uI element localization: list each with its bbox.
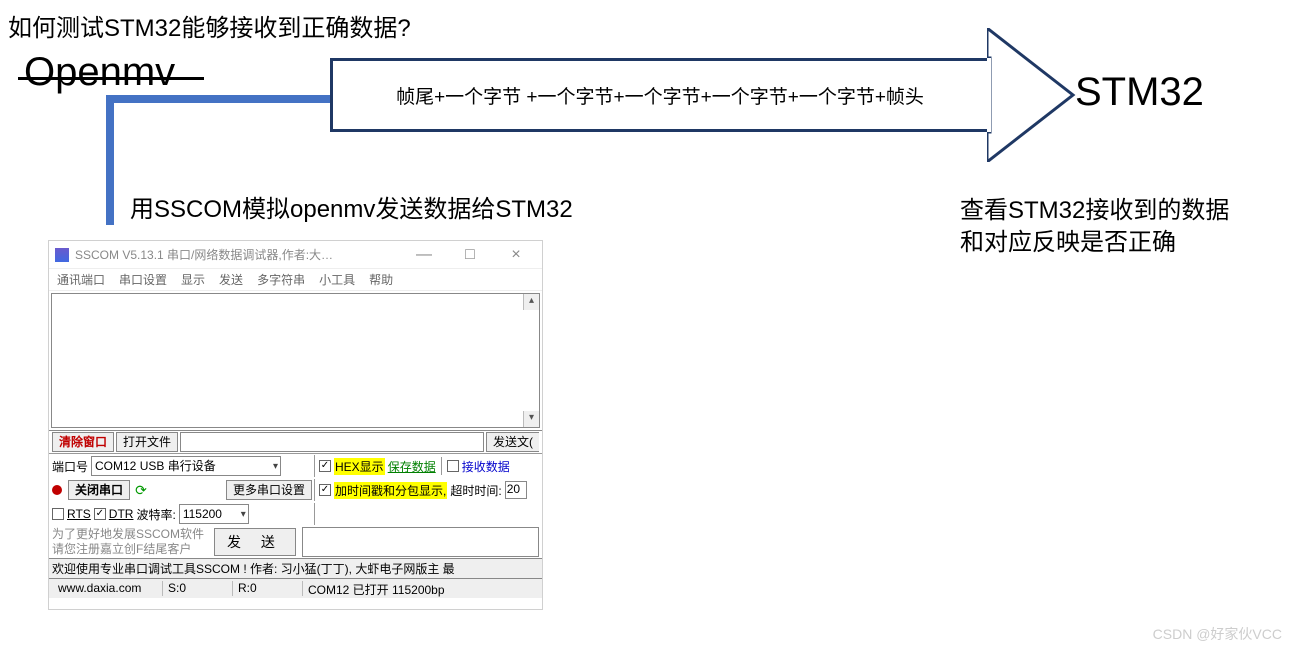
dtr-label: DTR	[109, 507, 134, 521]
right-caption: 查看STM32接收到的数据 和对应反映是否正确	[960, 195, 1229, 260]
timestamp-checkbox[interactable]: ✓	[319, 484, 331, 496]
send-textarea[interactable]	[302, 527, 539, 557]
menu-send[interactable]: 发送	[219, 271, 243, 288]
timeout-input[interactable]: 20	[505, 481, 527, 499]
close-button[interactable]: ×	[496, 246, 536, 264]
minimize-button[interactable]: —	[404, 246, 444, 264]
menu-help[interactable]: 帮助	[369, 271, 393, 288]
sscom-window: SSCOM V5.13.1 串口/网络数据调试器,作者:大… — □ × 通讯端…	[48, 240, 543, 610]
timestamp-label: 加时间戳和分包显示,	[334, 482, 447, 499]
arrow-block: 帧尾+一个字节 +一个字节+一个字节+一个字节+一个字节+帧头	[330, 58, 990, 132]
menu-display[interactable]: 显示	[181, 271, 205, 288]
scroll-up-icon[interactable]: ▴	[523, 294, 539, 310]
arrow-text: 帧尾+一个字节 +一个字节+一个字节+一个字节+一个字节+帧头	[396, 82, 924, 109]
status-sent: S:0	[163, 581, 233, 596]
menu-tools[interactable]: 小工具	[319, 271, 355, 288]
status-com: COM12 已打开 115200bp	[303, 581, 538, 596]
send-button[interactable]: 发 送	[214, 528, 296, 556]
port-status-icon	[52, 485, 62, 495]
status-recv: R:0	[233, 581, 303, 596]
watermark: CSDN @好家伙VCC	[1153, 624, 1282, 644]
receive-textarea[interactable]: ▴ ▾	[51, 293, 540, 428]
send-file-button[interactable]: 发送文(	[486, 432, 539, 452]
save-data-button[interactable]: 保存数据	[388, 458, 436, 475]
port-label: 端口号	[52, 458, 88, 475]
app-icon	[55, 248, 69, 262]
open-file-button[interactable]: 打开文件	[116, 432, 178, 452]
menu-serial[interactable]: 串口设置	[119, 271, 167, 288]
scroll-down-icon[interactable]: ▾	[523, 411, 539, 427]
more-settings-button[interactable]: 更多串口设置	[226, 480, 312, 500]
file-path-input[interactable]	[180, 432, 484, 452]
connector-vertical	[106, 95, 114, 225]
hex-show-label: HEX显示	[334, 458, 385, 475]
hint-line-2: 请您注册嘉立创F结尾客户	[52, 542, 212, 557]
close-port-button[interactable]: 关闭串口	[68, 480, 130, 500]
sscom-caption: 用SSCOM模拟openmv发送数据给STM32	[130, 189, 573, 224]
footer-text: 欢迎使用专业串口调试工具SSCOM ! 作者: 习小猛(丁丁), 大虾电子网版主…	[52, 560, 455, 577]
arrow-head-icon	[987, 28, 1077, 162]
rts-label: RTS	[67, 507, 91, 521]
recv-data-label: 接收数据	[462, 458, 510, 475]
hex-show-checkbox[interactable]: ✓	[319, 460, 331, 472]
menu-comm[interactable]: 通讯端口	[57, 271, 105, 288]
status-site: www.daxia.com	[53, 581, 163, 596]
rts-checkbox[interactable]	[52, 508, 64, 520]
port-select[interactable]: COM12 USB 串行设备	[91, 456, 281, 476]
titlebar: SSCOM V5.13.1 串口/网络数据调试器,作者:大… — □ ×	[49, 241, 542, 269]
clear-window-button[interactable]: 清除窗口	[52, 432, 114, 452]
timeout-label: 超时时间:	[450, 482, 501, 499]
menubar: 通讯端口 串口设置 显示 发送 多字符串 小工具 帮助	[49, 269, 542, 291]
connector-horizontal	[106, 95, 334, 103]
refresh-icon[interactable]: ⟳	[133, 482, 149, 498]
baud-select[interactable]: 115200	[179, 504, 249, 524]
openmv-label: Openmv	[24, 50, 175, 95]
baud-label: 波特率:	[136, 506, 175, 523]
strikethrough-line	[18, 77, 204, 80]
stm32-label: STM32	[1075, 70, 1204, 115]
maximize-button[interactable]: □	[450, 246, 490, 264]
menu-multistr[interactable]: 多字符串	[257, 271, 305, 288]
arrow-body: 帧尾+一个字节 +一个字节+一个字节+一个字节+一个字节+帧头	[330, 58, 990, 132]
hint-line-1: 为了更好地发展SSCOM软件	[52, 527, 212, 542]
recv-data-checkbox[interactable]	[447, 460, 459, 472]
page-title: 如何测试STM32能够接收到正确数据?	[8, 8, 411, 43]
window-title: SSCOM V5.13.1 串口/网络数据调试器,作者:大…	[75, 246, 398, 263]
status-bar: www.daxia.com S:0 R:0 COM12 已打开 115200bp	[49, 578, 542, 598]
dtr-checkbox[interactable]: ✓	[94, 508, 106, 520]
